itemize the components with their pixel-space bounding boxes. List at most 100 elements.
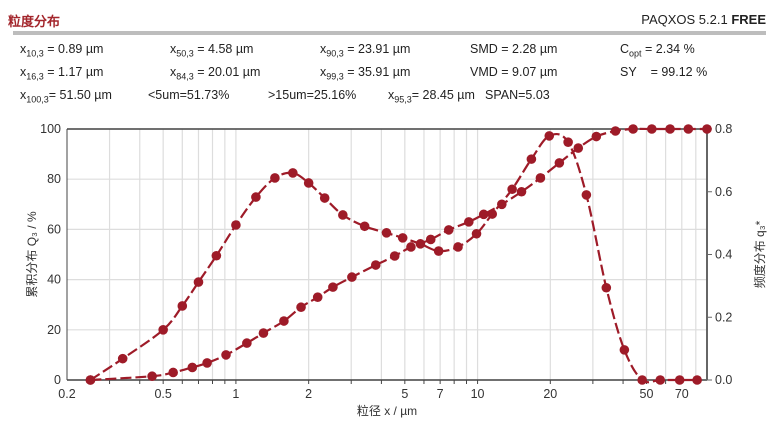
stat-item: SY = 99.12 %: [620, 65, 708, 79]
y-tick-label: 40: [47, 273, 61, 287]
cumulative-point: [202, 358, 212, 368]
y2-tick-label: 0.4: [715, 248, 732, 262]
density-point: [471, 228, 482, 239]
cumulative-point: [425, 234, 436, 245]
cumulative-point: [312, 292, 323, 302]
x-tick-label: 10: [471, 387, 485, 401]
x-tick-label: 70: [675, 387, 689, 401]
density-point: [251, 192, 261, 202]
y2-tick-label: 0.8: [715, 122, 732, 136]
cumulative-point: [591, 131, 602, 142]
cumulative-point: [168, 367, 178, 378]
cumulative-point: [610, 126, 621, 136]
cumulative-point: [478, 209, 489, 220]
cumulative-point: [516, 186, 527, 197]
cumulative-point: [389, 251, 400, 261]
x-tick-label: 1: [232, 387, 239, 401]
cumulative-point: [296, 302, 306, 313]
density-point: [270, 173, 280, 183]
density-point: [288, 168, 298, 178]
density-point: [177, 301, 188, 311]
y-tick-label: 0: [54, 373, 61, 387]
cumulative-point: [702, 124, 712, 134]
edition-label: FREE: [731, 12, 766, 27]
cumulative-point: [242, 338, 252, 348]
density-point: [231, 220, 241, 230]
y-axis-label: 累积分布 Q₃ / %: [25, 211, 39, 298]
stat-item: x90,3 = 23.91 µm: [320, 42, 411, 59]
density-point: [397, 233, 408, 243]
x-tick-label: 7: [437, 387, 444, 401]
page-title: 粒度分布: [8, 14, 61, 29]
stat-item: x50,3 = 4.58 µm: [170, 42, 254, 59]
cumulative-point: [328, 282, 338, 292]
x-axis-label: 粒径 x / µm: [357, 403, 417, 418]
stat-item: x10,3 = 0.89 µm: [20, 42, 104, 59]
x-tick-label: 0.5: [154, 387, 171, 401]
cumulative-point: [554, 158, 565, 168]
y2-axis-label: 频度分布 q₃*: [752, 220, 767, 288]
cumulative-point: [221, 350, 231, 360]
density-point: [526, 154, 537, 164]
app-version: PAQXOS 5.2.1 FREE: [641, 12, 766, 27]
cumulative-point: [573, 143, 584, 153]
density-point: [381, 228, 392, 238]
density-point: [563, 137, 573, 147]
stat-item: SMD = 2.28 µm: [470, 42, 558, 56]
density-point: [433, 246, 444, 256]
density-point: [601, 282, 612, 293]
density-point: [359, 221, 370, 232]
cumulative-point: [85, 375, 96, 385]
density-point: [674, 375, 685, 385]
cumulative-point: [464, 217, 474, 227]
x-tick-label: 0.2: [58, 387, 75, 401]
density-point: [655, 375, 666, 385]
stat-item: x16,3 = 1.17 µm: [20, 65, 104, 82]
y2-tick-label: 0.0: [715, 373, 732, 387]
cumulative-point: [497, 199, 507, 210]
stat-item: >15um=25.16%: [268, 88, 357, 102]
cumulative-point: [279, 316, 289, 326]
density-point: [158, 325, 168, 335]
density-point: [507, 184, 517, 195]
y-tick-label: 80: [47, 172, 61, 186]
x-tick-label: 20: [543, 387, 557, 401]
density-point: [581, 190, 592, 200]
stat-item: VMD = 9.07 µm: [470, 65, 558, 79]
y-tick-label: 60: [47, 222, 61, 236]
app-name: PAQXOS 5.2.1: [641, 12, 728, 27]
y2-tick-label: 0.2: [715, 310, 732, 324]
stat-item: x95,3= 28.45 µm: [388, 88, 475, 105]
density-point: [117, 353, 128, 364]
density-point: [619, 345, 630, 355]
cumulative-point: [647, 124, 657, 134]
density-point: [544, 131, 555, 141]
x-tick-label: 50: [640, 387, 654, 401]
cumulative-point: [258, 328, 269, 338]
cumulative-point: [535, 173, 546, 183]
stat-item: x100,3= 51.50 µm: [20, 88, 112, 105]
cumulative-point: [665, 124, 675, 134]
stat-item: SPAN=5.03: [485, 88, 550, 102]
stat-item: x84,3 = 20.01 µm: [170, 65, 261, 82]
cumulative-point: [628, 124, 638, 134]
density-point: [692, 375, 702, 385]
cumulative-point: [683, 124, 694, 134]
cumulative-point: [406, 242, 416, 252]
cumulative-point: [443, 225, 454, 235]
cumulative-point: [187, 362, 198, 373]
density-point: [211, 250, 222, 261]
y-tick-label: 20: [47, 323, 61, 337]
density-point: [303, 178, 314, 188]
y2-tick-label: 0.6: [715, 185, 732, 199]
stat-item: Copt = 2.34 %: [620, 42, 695, 59]
cumulative-point: [347, 272, 357, 282]
density-point: [637, 375, 647, 385]
density-point: [193, 277, 204, 287]
x-tick-label: 5: [401, 387, 408, 401]
stat-item: x99,3 = 35.91 µm: [320, 65, 411, 82]
x-tick-label: 2: [305, 387, 312, 401]
cumulative-point: [370, 260, 381, 270]
y-tick-label: 100: [40, 122, 61, 136]
